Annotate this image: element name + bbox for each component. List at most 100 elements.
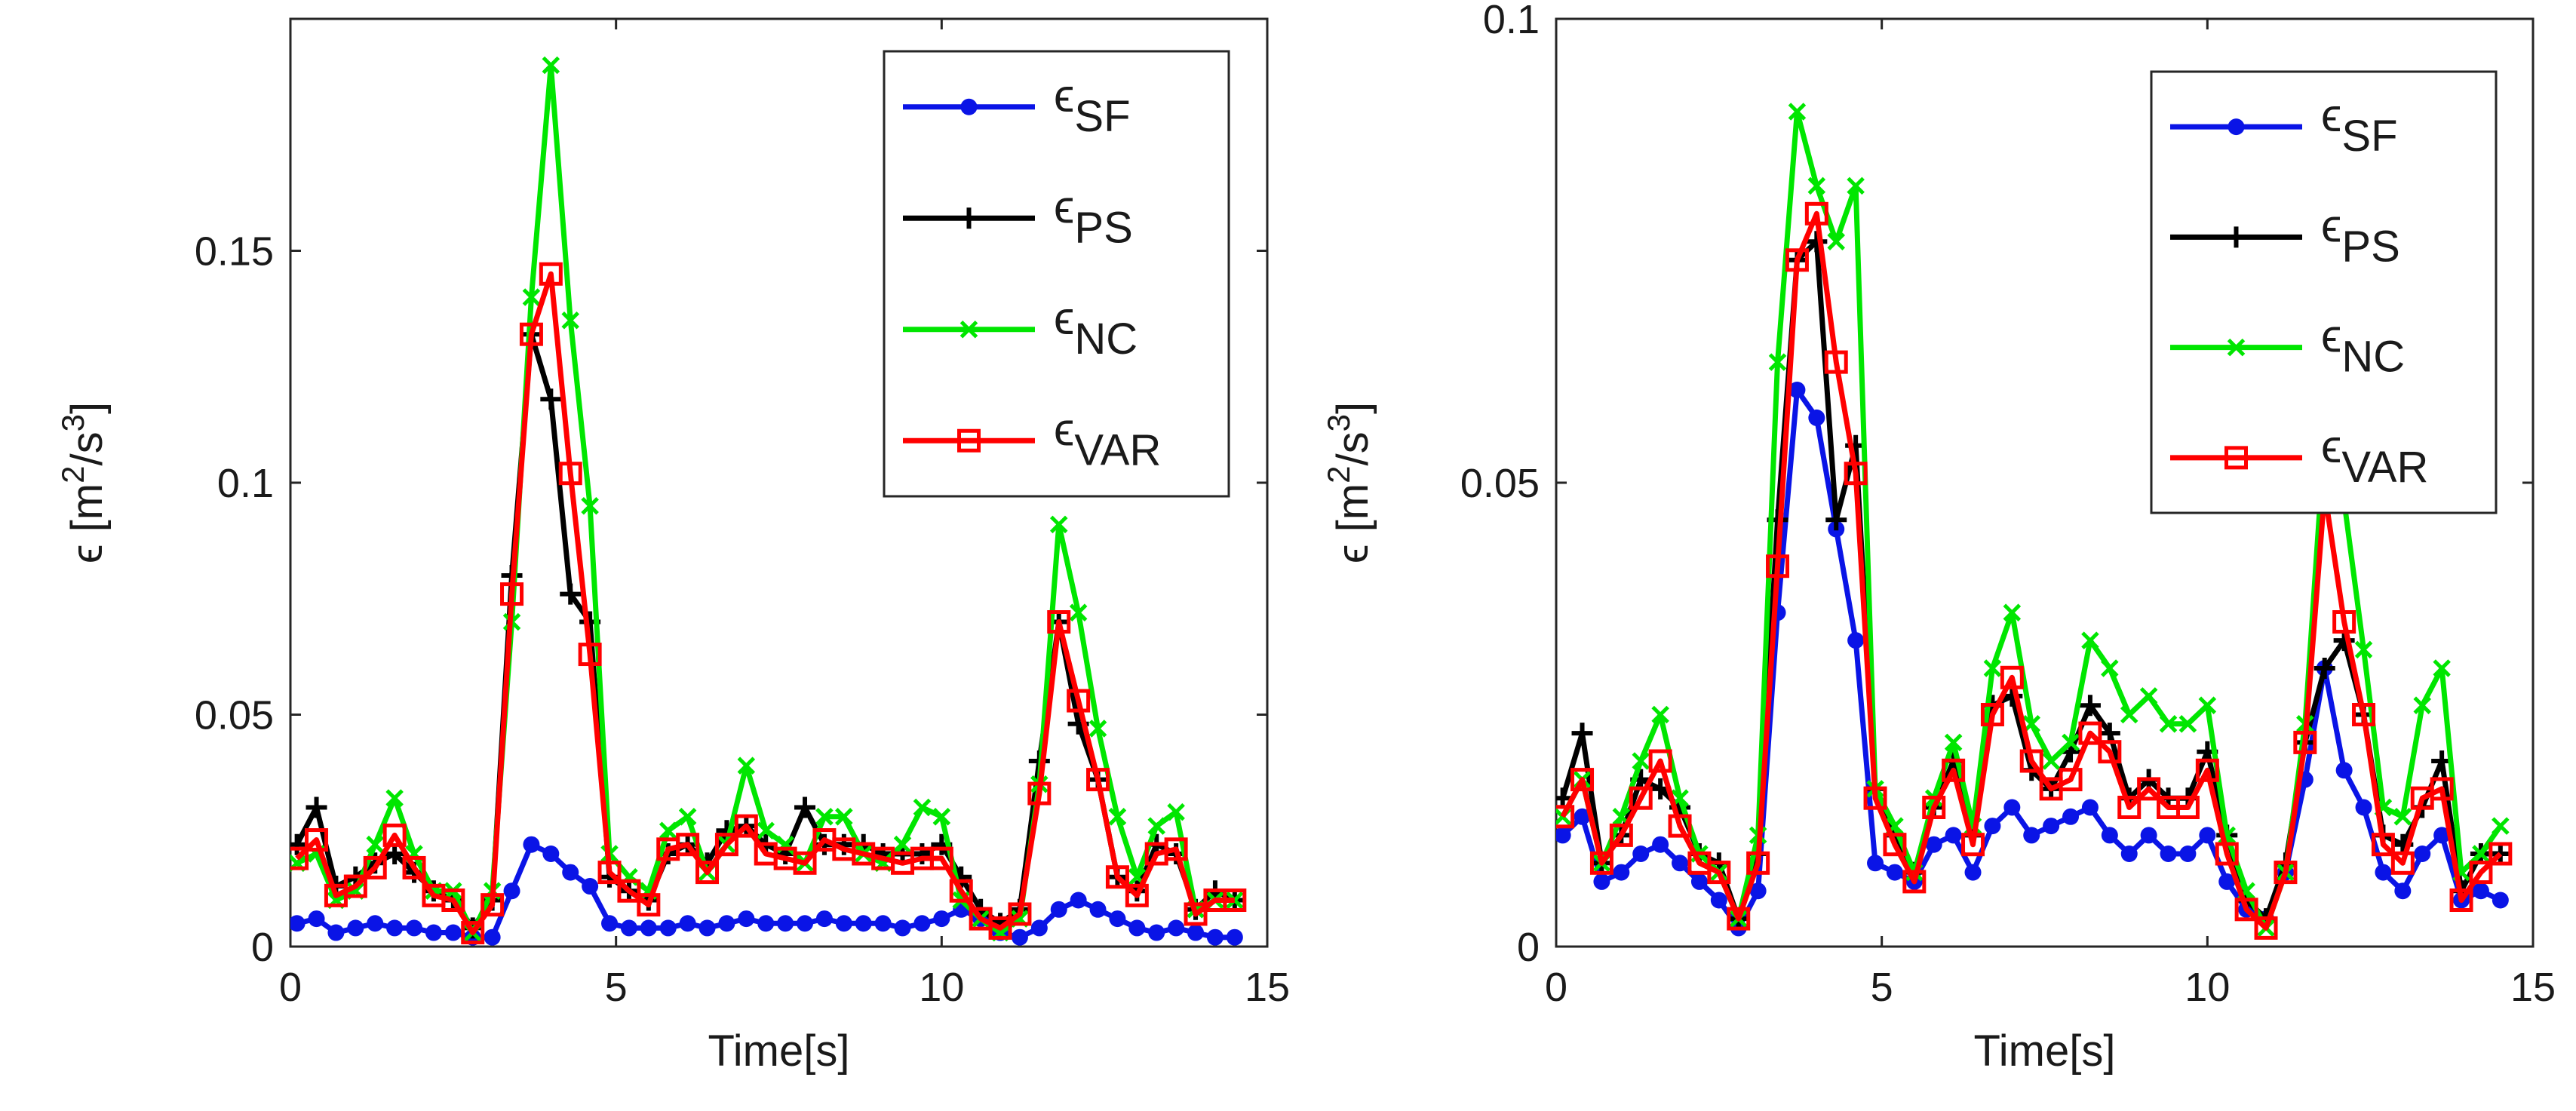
data-point-nc [2198, 696, 2217, 714]
data-point-var [461, 921, 485, 945]
data-point-var [305, 828, 329, 852]
y-tick-label: 0.05 [195, 693, 274, 738]
data-point-var [1922, 796, 1946, 819]
data-point-sf [562, 864, 579, 881]
data-point-nc [1827, 232, 1845, 250]
data-point-sf [1945, 827, 1962, 844]
data-point-sf [444, 924, 462, 941]
legend-marker [960, 98, 978, 115]
data-point-sf [640, 919, 657, 937]
legend-label: ϵNC [1054, 293, 1138, 364]
data-point-sf [503, 882, 520, 900]
data-point-sf [679, 915, 696, 932]
data-point-var [1609, 823, 1633, 847]
data-point-sf [1109, 910, 1126, 928]
data-point-sf [1672, 855, 1689, 872]
data-point-sf [2433, 827, 2451, 844]
legend-label: ϵNC [2321, 311, 2405, 382]
data-point-sf [1556, 827, 1571, 844]
data-point-ps [2079, 695, 2101, 717]
data-point-sf [347, 919, 364, 937]
data-point-sf [698, 919, 716, 937]
data-point-sf [1886, 864, 1903, 881]
y-tick-label: 0 [1517, 925, 1540, 970]
legend-marker [2227, 338, 2246, 357]
y-tick-label: 0.1 [1483, 0, 1540, 42]
data-point-var [949, 879, 973, 903]
data-point-sf [406, 919, 423, 937]
data-point-nc [932, 808, 951, 826]
data-point-sf [601, 915, 619, 932]
data-point-sf [2160, 846, 2177, 862]
data-point-sf [1749, 882, 1767, 900]
data-point-sf [1206, 928, 1224, 946]
data-point-var [1942, 758, 1966, 782]
data-point-sf [1070, 892, 1087, 909]
data-point-sf [367, 915, 384, 932]
data-point-sf [815, 910, 833, 928]
data-point-sf [1226, 928, 1243, 946]
data-point-sf [1808, 409, 1825, 426]
x-tick-label: 10 [919, 965, 964, 1010]
data-point-nc [2492, 817, 2510, 835]
legend-item-nc: ϵNC [2170, 311, 2405, 382]
data-point-var [2352, 703, 2376, 726]
plot-area [290, 56, 1247, 946]
data-point-nc [1807, 176, 1826, 195]
legend: ϵSF ϵPS ϵNC ϵVAR [883, 50, 1230, 498]
data-point-nc [2139, 687, 2158, 705]
data-point-var [1047, 610, 1071, 634]
data-point-nc [2081, 631, 2099, 649]
data-point-var [929, 846, 953, 870]
data-point-nc [757, 821, 775, 840]
data-point-sf [2335, 762, 2353, 779]
series-line-var [1560, 210, 2503, 931]
data-point-sf [308, 910, 325, 928]
data-point-sf [2101, 827, 2118, 844]
data-point-nc [1788, 103, 1807, 121]
legend-item-sf: ϵSF [903, 70, 1131, 141]
x-tick-label: 15 [1245, 965, 1290, 1010]
data-point-var [734, 814, 758, 838]
data-point-sf [290, 915, 305, 932]
data-point-var [500, 582, 524, 606]
data-point-nc [893, 835, 912, 854]
data-point-ps [560, 583, 582, 605]
x-axis-label: Time[s] [708, 1027, 850, 1076]
data-point-var [676, 833, 700, 857]
x-tick-label: 10 [2185, 965, 2230, 1010]
legend-item-ps: ϵPS [903, 181, 1133, 252]
data-point-var [1570, 768, 1595, 792]
data-point-ps [2313, 658, 2335, 679]
data-point-sf [913, 915, 931, 932]
data-point-sf [484, 928, 501, 946]
legend-label: ϵSF [1054, 70, 1131, 141]
data-point-var [2488, 842, 2513, 866]
data-point-var [1164, 837, 1188, 861]
data-point-var [578, 643, 602, 667]
data-point-var [1668, 814, 1692, 838]
data-point-sf [542, 846, 560, 862]
data-point-var [714, 833, 738, 857]
x-tick-label: 0 [1545, 965, 1567, 1010]
y-axis-label: ϵ [m2/s3] [55, 402, 112, 563]
data-point-nc [2178, 715, 2197, 733]
data-point-var [617, 879, 641, 903]
y-tick-label: 0.1 [217, 461, 274, 506]
data-point-var [343, 874, 367, 898]
y-tick-label: 0.05 [1460, 461, 1540, 506]
data-point-var [1105, 865, 1129, 889]
data-point-sf [2023, 827, 2040, 844]
data-point-var [1804, 201, 1828, 226]
data-point-var [2469, 861, 2493, 885]
data-point-sf [835, 915, 852, 932]
data-point-var [1961, 833, 1985, 857]
data-point-sf [894, 919, 911, 937]
data-point-ps [1571, 723, 1593, 744]
data-point-var [695, 861, 720, 885]
data-point-nc [2120, 705, 2138, 724]
data-point-var [637, 893, 661, 917]
y-axis-label: ϵ [m2/s3] [1321, 402, 1377, 563]
